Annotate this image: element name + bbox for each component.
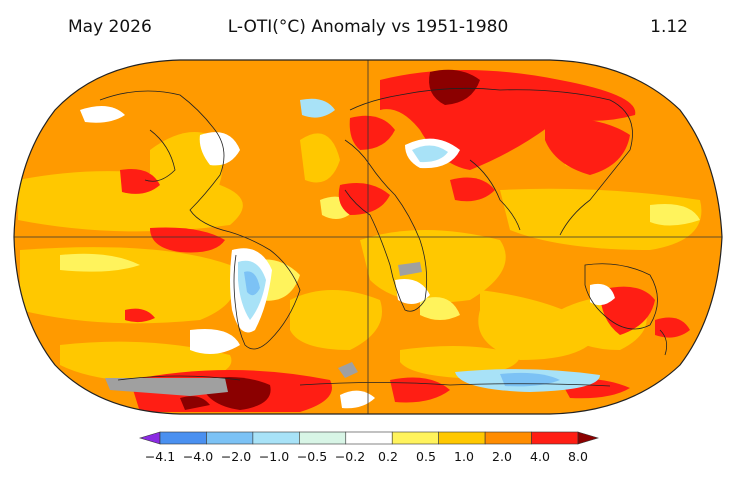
- colorbar-bin: [391, 431, 439, 445]
- field-patch: [420, 297, 460, 320]
- colorbar-bin: [484, 431, 532, 445]
- field-patch: [190, 329, 240, 354]
- field-patch: [590, 283, 615, 306]
- field-patch: [500, 188, 702, 250]
- field-patch: [300, 133, 340, 183]
- colorbar-tick-label: 8.0: [568, 449, 588, 464]
- colorbar-bin: [159, 431, 207, 445]
- field-patch: [478, 290, 600, 360]
- field-patch: [340, 390, 375, 409]
- anomaly-field: [14, 60, 722, 414]
- field-patch: [545, 117, 630, 175]
- field-patch: [60, 253, 140, 272]
- field-patch: [290, 290, 382, 350]
- field-patch: [349, 115, 395, 150]
- field-patch: [338, 182, 390, 215]
- map-title: L-OTI(°C) Anomaly vs 1951-1980: [227, 17, 509, 37]
- missing-data-region: [398, 262, 422, 276]
- colorbar-tick-label: 2.0: [492, 449, 512, 464]
- colorbar-tick-label: 0.2: [378, 449, 398, 464]
- field-patch: [300, 98, 335, 118]
- colorbar-bin: [138, 431, 161, 445]
- colorbar-tick-label: −2.0: [221, 449, 251, 464]
- colorbar-bin: [438, 431, 486, 445]
- field-patch: [180, 396, 210, 410]
- field-patch: [150, 227, 225, 253]
- colorbar-tick-label: 1.0: [454, 449, 474, 464]
- colorbar-bin: [531, 431, 579, 445]
- colorbar-bin: [252, 431, 300, 445]
- missing-data-region: [338, 362, 358, 378]
- colorbar-bin: [206, 431, 254, 445]
- colorbar-bin: [345, 431, 393, 445]
- colorbar-tick-label: 0.5: [416, 449, 436, 464]
- field-patch: [395, 279, 430, 304]
- colorbar-tick-label: 4.0: [530, 449, 550, 464]
- colorbar-tick-label: −0.2: [335, 449, 365, 464]
- colorbar-tick-label: −0.5: [297, 449, 327, 464]
- field-patch: [125, 308, 155, 323]
- field-patch: [199, 132, 240, 166]
- map-outline: [13, 59, 723, 415]
- field-patch: [80, 106, 125, 123]
- field-patch: [244, 271, 260, 296]
- colorbar-tick-label: −1.0: [259, 449, 289, 464]
- field-patch: [412, 145, 448, 163]
- missing-data-region: [105, 378, 228, 396]
- field-patch: [500, 372, 560, 387]
- colorbar-tick-label: −4.0: [183, 449, 213, 464]
- colorbar-bin: [577, 431, 600, 445]
- field-patch: [450, 177, 495, 202]
- field-patch: [120, 169, 160, 194]
- colorbar-bin: [299, 431, 347, 445]
- map-date: May 2026: [68, 17, 152, 37]
- global-mean: 1.12: [650, 17, 688, 37]
- colorbar-tick-label: −4.1: [145, 449, 175, 464]
- field-patch: [655, 317, 690, 338]
- field-patch: [429, 69, 480, 105]
- field-patch: [650, 204, 700, 226]
